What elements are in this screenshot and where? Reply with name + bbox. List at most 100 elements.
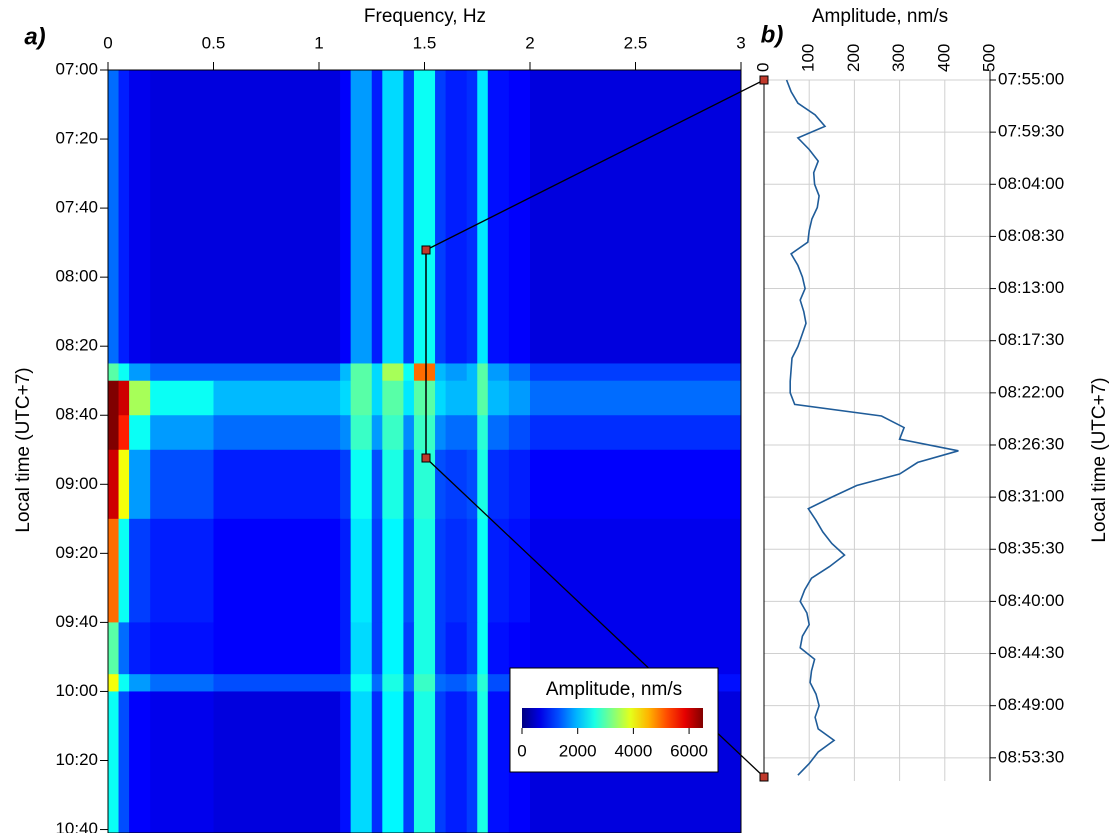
colorbar-tick-label: 6000 xyxy=(670,741,708,760)
heatmap-cell xyxy=(371,70,383,364)
heatmap-cell xyxy=(477,674,489,692)
y-tick-label: 07:55:00 xyxy=(998,69,1064,88)
x-tick-label: 100 xyxy=(799,44,818,72)
heatmap-cell xyxy=(466,622,478,675)
heatmap-cell xyxy=(108,70,120,364)
panel-label: a) xyxy=(24,23,45,50)
heatmap-cell xyxy=(466,449,478,520)
heatmap-cell xyxy=(508,518,531,623)
heatmap-cell xyxy=(118,415,130,451)
heatmap-cell xyxy=(403,674,415,692)
y-tick-label: 08:40 xyxy=(55,405,98,424)
heatmap-cell xyxy=(213,70,341,364)
heatmap-cell xyxy=(508,415,531,451)
heatmap-cell xyxy=(371,449,383,520)
heatmap-cell xyxy=(129,363,151,382)
heatmap-cell xyxy=(508,380,531,416)
heatmap-cell xyxy=(108,363,120,382)
heatmap-cell xyxy=(466,518,478,623)
heatmap-cell xyxy=(477,691,489,834)
heatmap-cell xyxy=(530,363,742,382)
heatmap-cell xyxy=(530,449,742,520)
heatmap-cell xyxy=(530,380,742,416)
heatmap-cell xyxy=(445,415,468,451)
heatmap-cell xyxy=(382,449,404,520)
heatmap-cell xyxy=(466,674,478,692)
heatmap-cell xyxy=(487,363,510,382)
heatmap-cell xyxy=(487,380,510,416)
x-tick-label: 400 xyxy=(934,44,953,72)
heatmap-cell xyxy=(445,622,468,675)
heatmap-cell xyxy=(435,415,447,451)
heatmap-cell xyxy=(466,691,478,834)
y-tick-label: 08:17:30 xyxy=(998,330,1064,349)
y-tick-label: 07:59:30 xyxy=(998,122,1064,141)
heatmap-cell xyxy=(108,380,120,416)
heatmap-cell xyxy=(487,518,510,623)
heatmap-cell xyxy=(477,622,489,675)
heatmap-cell xyxy=(487,691,510,834)
heatmap-cell xyxy=(508,70,531,364)
heatmap-cell xyxy=(413,691,436,834)
heatmap-cell xyxy=(382,363,404,382)
heatmap-cell xyxy=(350,70,373,364)
heatmap-cell xyxy=(371,363,383,382)
heatmap-cell xyxy=(150,380,214,416)
colorbar-tick-label: 2000 xyxy=(559,741,597,760)
heatmap-cell xyxy=(350,691,373,834)
y-tick-label: 08:22:00 xyxy=(998,382,1064,401)
x-tick-label: 300 xyxy=(889,44,908,72)
heatmap-cell xyxy=(150,518,214,623)
heatmap-cell xyxy=(340,363,352,382)
heatmap-cell xyxy=(382,380,404,416)
x-tick-label: 0 xyxy=(103,33,112,52)
heatmap-cell xyxy=(340,674,352,692)
heatmap-cell xyxy=(508,449,531,520)
heatmap-cell xyxy=(466,363,478,382)
heatmap-cell xyxy=(150,415,214,451)
heatmap-cell xyxy=(445,449,468,520)
heatmap-cell xyxy=(118,622,130,675)
heatmap-cell xyxy=(129,518,151,623)
heatmap-cell xyxy=(435,363,447,382)
heatmap-cell xyxy=(403,449,415,520)
y-tick-label: 10:00 xyxy=(55,681,98,700)
heatmap-cell xyxy=(213,449,341,520)
heatmap-cell xyxy=(340,380,352,416)
connector-line xyxy=(425,79,765,251)
heatmap-cell xyxy=(340,622,352,675)
heatmap-cell xyxy=(403,691,415,834)
heatmap-cell xyxy=(129,380,151,416)
heatmap-cell xyxy=(129,449,151,520)
heatmap-cell xyxy=(371,415,383,451)
heatmap-cell xyxy=(213,363,341,382)
x-tick-label: 2.5 xyxy=(624,33,648,52)
heatmap-cell xyxy=(350,449,373,520)
y-tick-label: 08:53:30 xyxy=(998,747,1064,766)
heatmap-cell xyxy=(108,449,120,520)
heatmap-cell xyxy=(382,691,404,834)
x-tick-label: 1 xyxy=(314,33,323,52)
y-tick-label: 07:40 xyxy=(55,198,98,217)
y-tick-label: 08:13:00 xyxy=(998,278,1064,297)
heatmap-cell xyxy=(466,380,478,416)
heatmap-cell xyxy=(213,674,341,692)
heatmap-cell xyxy=(403,622,415,675)
heatmap-cell xyxy=(350,363,373,382)
heatmap-cell xyxy=(413,415,436,451)
heatmap-cell xyxy=(118,363,130,382)
heatmap-cell xyxy=(445,363,468,382)
heatmap-cell xyxy=(118,70,130,364)
heatmap-cell xyxy=(340,415,352,451)
y-tick-label: 08:20 xyxy=(55,336,98,355)
heatmap-cell xyxy=(435,449,447,520)
heatmap-cell xyxy=(403,70,415,364)
heatmap-cell xyxy=(403,415,415,451)
heatmap-cell xyxy=(150,674,214,692)
y-axis-title: Local time (UTC+7) xyxy=(13,367,34,532)
heatmap-cell xyxy=(403,518,415,623)
heatmap-cell xyxy=(118,674,130,692)
heatmap-cell xyxy=(413,449,436,520)
heatmap-cell xyxy=(382,674,404,692)
heatmap-cell xyxy=(350,415,373,451)
